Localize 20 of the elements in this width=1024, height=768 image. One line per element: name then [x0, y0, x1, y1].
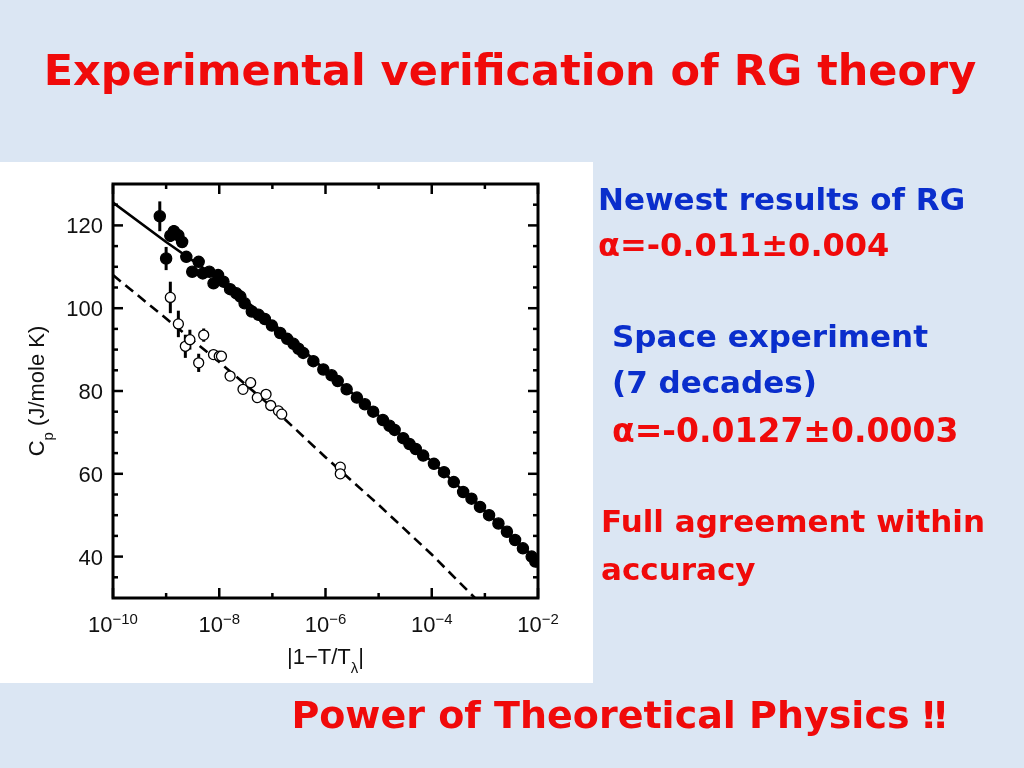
y-tick-label: 40: [78, 544, 103, 570]
y-tick-label: 80: [78, 378, 103, 404]
text: α=-0.0127±0.0003: [612, 411, 959, 450]
x-axis-title: |1−T/T$_{λ}$|: [287, 644, 364, 676]
x-tick-label: 10$^{−4}$: [410, 609, 453, 637]
y-tick-label: 120: [66, 213, 103, 239]
text: accuracy: [601, 551, 756, 587]
chart-title: Experimental verification of RG theory: [43, 45, 977, 95]
x-tick-label: 10$^{−10}$: [88, 609, 138, 637]
text: Power of Theoretical Physics ‼: [291, 693, 947, 737]
text: Space experiment: [612, 318, 929, 354]
y-tick-label: 100: [66, 296, 103, 322]
text: Newest results of RG: [598, 181, 966, 217]
text: (7 decades): [612, 364, 817, 400]
x-tick-label: 10$^{−2}$: [517, 609, 559, 637]
text: α=-0.011±0.004: [598, 226, 890, 264]
text: Full agreement within: [601, 503, 986, 539]
x-tick-label: 10$^{−8}$: [198, 609, 241, 637]
x-tick-label: 10$^{−6}$: [304, 609, 347, 637]
y-tick-label: 60: [78, 461, 103, 487]
